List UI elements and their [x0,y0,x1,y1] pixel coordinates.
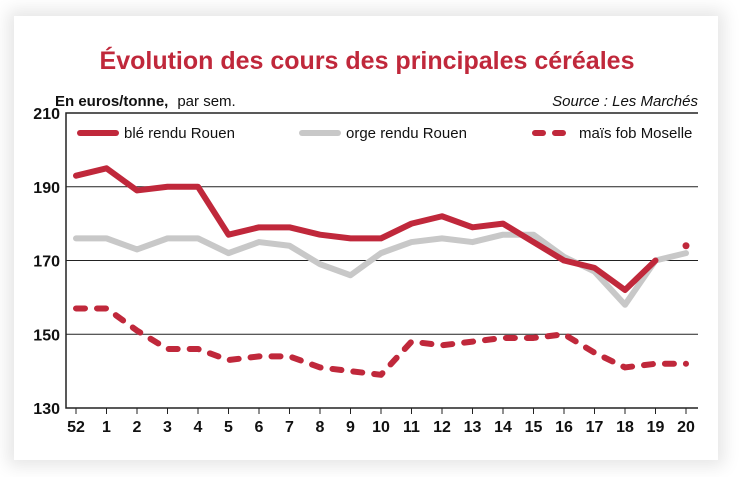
chart-source: Source : Les Marchés [552,93,698,110]
series-line-2 [73,305,689,378]
y-axis-unit: En euros/tonne, par sem. [55,93,236,110]
x-tick-label: 4 [194,419,203,436]
x-tick-label: 3 [163,419,172,436]
series-lines [73,165,690,378]
x-tick-label: 18 [616,419,634,436]
x-tick-label: 7 [285,419,294,436]
x-tick-label: 5 [224,419,233,436]
x-tick-label: 16 [555,419,573,436]
x-tick-label: 20 [677,419,695,436]
grid-lines [66,186,698,335]
y-tick-label: 150 [33,327,60,344]
x-tick-label: 2 [133,419,142,436]
y-tick-label: 210 [33,106,60,123]
x-tick-label: 9 [346,419,355,436]
axis-frame [65,112,698,409]
x-tick-label: 17 [586,419,604,436]
legend-label-1: orge rendu Rouen [346,125,467,142]
x-tick-label: 12 [433,419,451,436]
x-tick-label: 19 [647,419,665,436]
y-tick-label: 190 [33,180,60,197]
chart-title: Évolution des cours des principales céré… [100,46,635,75]
series-line-0 [73,165,659,293]
y-axis-unit-rest: par sem. [177,93,235,110]
x-tick-label: 11 [403,419,420,436]
y-tick-label: 170 [33,254,60,271]
x-tick-label: 1 [102,419,111,436]
y-tick-label: 130 [33,401,60,418]
x-tick-label: 52 [67,419,85,436]
y-axis-unit-bold: En euros/tonne, [55,93,168,110]
legend-label-0: blé rendu Rouen [124,125,235,142]
x-tick-label: 15 [525,419,543,436]
extra-data-point [682,242,690,250]
x-tick-label: 6 [255,419,264,436]
x-tick-label: 13 [464,419,482,436]
legend: blé rendu Rouen orge rendu Rouen maïs fob … [77,125,692,142]
x-tick-label: 8 [316,419,325,436]
legend-label-2: maïs fob Moselle [579,125,692,142]
x-tick-label: 10 [372,419,390,436]
x-tick-label: 14 [494,419,512,436]
